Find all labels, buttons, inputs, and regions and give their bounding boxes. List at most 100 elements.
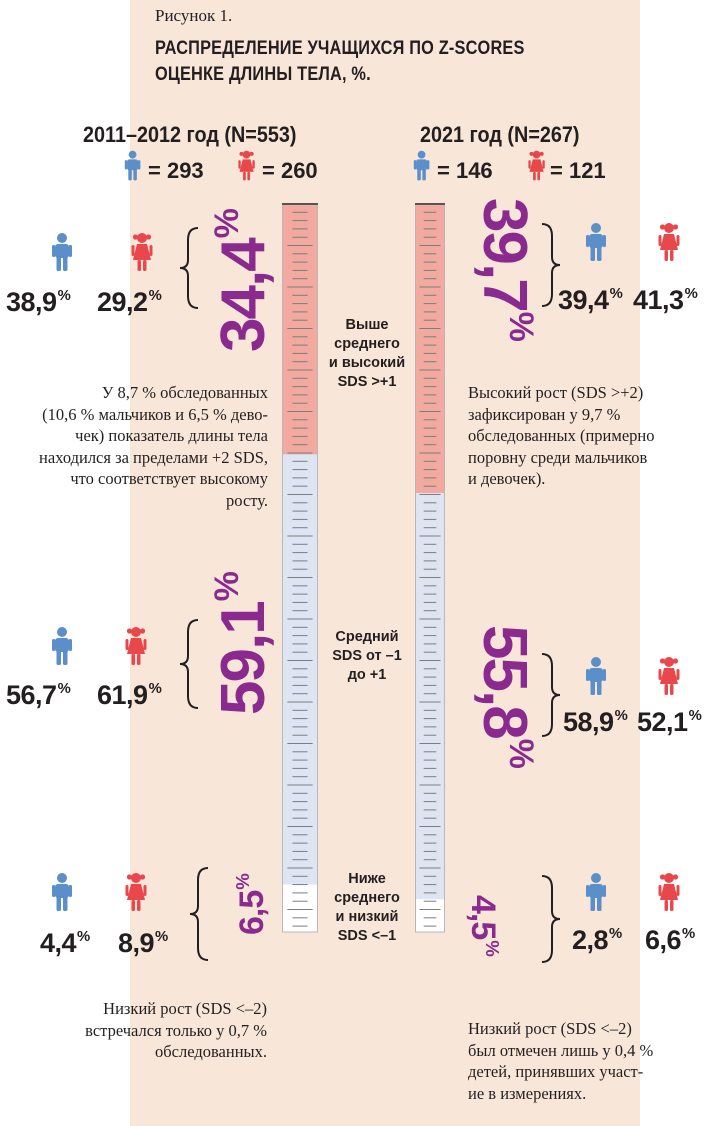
pct-value: 4,4 <box>40 928 77 958</box>
total-label-2021-above: 39,7% <box>469 198 540 340</box>
boy-icon <box>586 223 606 261</box>
percent-sign: % <box>57 287 71 304</box>
pct-value: 41,3 <box>633 285 684 315</box>
boy-icon <box>124 150 141 181</box>
background-band <box>130 0 640 1126</box>
category-below-line: SDS <–1 <box>337 928 397 944</box>
percent-sign: % <box>208 573 247 602</box>
percent-sign: % <box>232 874 253 890</box>
percent-sign: % <box>155 928 168 945</box>
girl-icon <box>528 150 545 181</box>
chart-title-line-1: РАСПРЕДЕЛЕНИЕ УЧАЩИХСЯ ПО Z-SCORES <box>155 38 525 59</box>
pct-value: 8,9 <box>118 928 155 958</box>
bar-segment-below <box>415 899 445 932</box>
boy-icon <box>52 873 72 911</box>
girls-pct-2021-below: 6,6% <box>645 925 695 956</box>
pct-value: 29,2 <box>97 287 148 317</box>
bar-segment-above <box>282 204 318 455</box>
note-line: Низкий рост (SDS <–2) <box>103 999 267 1018</box>
pct-value: 2,8 <box>572 925 609 955</box>
note-line: ие в измерениях. <box>468 1083 587 1103</box>
note-right-bottom: Низкий рост (SDS <–2) был отмечен лишь у… <box>468 1018 708 1104</box>
percent-sign: % <box>208 210 247 239</box>
period-title-2021: 2021 год (N=267) <box>420 122 580 147</box>
category-above-line: SDS >+1 <box>337 374 397 390</box>
note-line: поровну среди мальчиков <box>468 447 648 467</box>
brace-2011-below <box>189 867 209 961</box>
percent-sign: % <box>148 287 162 304</box>
note-line: обследованных. <box>155 1042 267 1061</box>
boys-pct-2021-above: 39,4% <box>558 285 623 316</box>
total-label-2011-above: 34,4% <box>208 210 279 352</box>
girl-icon <box>238 150 255 181</box>
girl-icon <box>131 233 153 271</box>
chart-title-line-2: ОЦЕНКЕ ДЛИНЫ ТЕЛА, %. <box>155 64 371 85</box>
bar-segment-middle <box>282 454 318 885</box>
total-value: 34,4 <box>209 239 278 352</box>
girl-icon <box>658 873 680 911</box>
category-below-line: и низкий <box>335 909 399 925</box>
category-above-line: среднего <box>334 336 400 352</box>
total-label-2021-below: 4,5% <box>463 895 503 956</box>
note-right-top: Высокий рост (SDS >+2) зафиксирован у 9,… <box>468 382 708 490</box>
girl-icon <box>658 223 680 261</box>
brace-2011-above <box>179 227 199 309</box>
pct-value: 39,4 <box>558 285 609 315</box>
girls-count-2011: = 260 <box>262 158 318 183</box>
percent-sign: % <box>614 707 628 724</box>
brace-2021-middle <box>541 653 561 737</box>
percent-sign: % <box>688 707 702 724</box>
figure-label: Рисунок 1. <box>155 6 233 25</box>
percent-sign: % <box>682 925 695 942</box>
total-label-2011-middle: 59,1% <box>208 573 279 715</box>
bar-segment-below <box>282 884 318 932</box>
total-value: 39,7 <box>470 198 539 311</box>
girl-icon <box>125 627 147 665</box>
category-middle-label: Средний SDS от –1 до +1 <box>322 628 412 685</box>
pct-value: 38,9 <box>6 287 57 317</box>
category-below-line: среднего <box>334 890 400 906</box>
girl-icon <box>125 873 147 911</box>
girls-pct-2021-middle: 52,1% <box>637 707 702 738</box>
boys-pct-2021-below: 2,8% <box>572 925 622 956</box>
boys-pct-2011-below: 4,4% <box>40 928 90 959</box>
bar-segment-middle <box>415 493 445 900</box>
category-middle-line: Средний <box>335 629 399 645</box>
girls-pct-2021-above: 41,3% <box>633 285 698 316</box>
pct-value: 61,9 <box>97 680 148 710</box>
bar-2021 <box>415 203 445 933</box>
note-line: зафиксирован у 9,7 % <box>468 404 621 424</box>
percent-sign: % <box>684 285 698 302</box>
bar-segment-above <box>415 204 445 494</box>
brace-2021-above <box>541 223 561 307</box>
girls-count-2021: = 121 <box>550 158 606 183</box>
pct-value: 58,9 <box>563 707 614 737</box>
period-title-2011: 2011–2012 год (N=553) <box>83 122 297 147</box>
percent-sign: % <box>77 928 90 945</box>
brace-2011-middle <box>179 619 199 709</box>
boy-icon <box>413 150 430 181</box>
percent-sign: % <box>501 738 540 767</box>
total-value: 4,5 <box>463 895 502 940</box>
pct-value: 56,7 <box>6 680 57 710</box>
boys-pct-2011-middle: 56,7% <box>6 680 71 711</box>
note-line: детей, принявших участ- <box>468 1062 644 1081</box>
girl-icon <box>658 657 680 695</box>
note-line: чек) показатель длины тела <box>75 426 268 445</box>
boys-count-2011: = 293 <box>148 158 204 183</box>
bar-2011 <box>282 203 318 933</box>
total-label-2021-middle: 55,8% <box>469 625 540 767</box>
note-line: У 8,7 % обследованных <box>101 383 268 402</box>
category-below-label: Ниже среднего и низкий SDS <–1 <box>322 870 412 946</box>
girls-pct-2011-below: 8,9% <box>118 928 168 959</box>
total-value: 59,1 <box>209 602 278 715</box>
pct-value: 6,6 <box>645 925 682 955</box>
total-value: 55,8 <box>470 625 539 738</box>
boy-icon <box>586 657 606 695</box>
total-value: 6,5 <box>233 890 272 935</box>
pct-value: 52,1 <box>637 707 688 737</box>
category-above-line: и высокий <box>328 355 406 371</box>
note-line: и девочек). <box>468 469 546 488</box>
boys-pct-2021-middle: 58,9% <box>563 707 628 738</box>
note-left-top: У 8,7 % обследованных (10,6 % мальчиков … <box>0 382 268 511</box>
